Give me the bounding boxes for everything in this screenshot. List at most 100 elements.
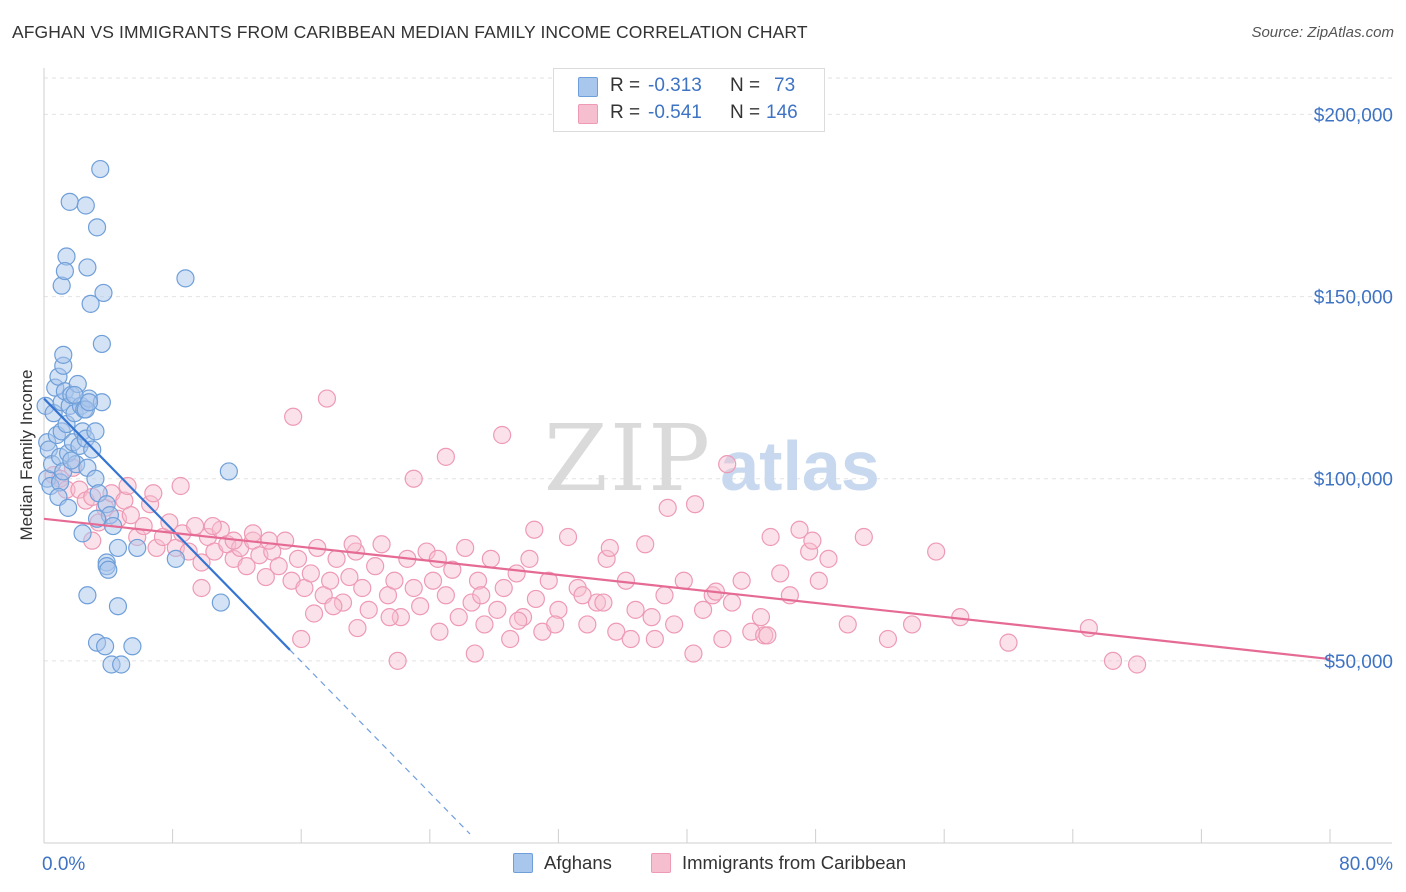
caribbean-point: [578, 615, 597, 634]
afghan-point: [108, 597, 128, 616]
caribbean-point: [436, 586, 455, 605]
caribbean-point: [761, 527, 780, 547]
caribbean-point: [526, 589, 545, 609]
legend-n-label: N =: [730, 75, 761, 96]
caribbean-point: [732, 571, 751, 590]
y-tick-labels: $50,000 $100,000 $150,000 $200,000: [1314, 105, 1393, 672]
afghan-point: [166, 549, 185, 568]
caribbean-point: [411, 597, 430, 616]
correlation-legend: R = -0.313 N = 73 R = -0.541 N = 146: [553, 68, 825, 132]
caribbean-point: [317, 389, 337, 408]
legend-swatch-afghans: [578, 77, 598, 97]
bottom-legend-label: Immigrants from Caribbean: [682, 852, 907, 873]
caribbean-point: [838, 615, 857, 634]
afghan-point: [55, 261, 74, 281]
caribbean-point: [507, 564, 526, 583]
legend-n-label: N =: [730, 102, 761, 123]
caribbean-point: [573, 586, 592, 605]
caribbean-point: [472, 586, 491, 605]
caribbean-point: [171, 476, 190, 496]
caribbean-point: [404, 469, 423, 488]
caribbean-point: [301, 564, 320, 583]
caribbean-point: [665, 615, 684, 634]
legend-n-value: 73: [774, 75, 796, 96]
afghan-point: [60, 192, 79, 211]
caribbean-point: [428, 549, 447, 568]
bottom-legend-label: Afghans: [544, 852, 612, 873]
afghan-point: [219, 462, 238, 481]
caribbean-point: [722, 593, 742, 612]
caribbean-point: [449, 608, 468, 627]
afghan-point: [65, 385, 84, 405]
caribbean-point: [203, 516, 222, 536]
caribbean-point: [684, 644, 703, 663]
afghan-point: [95, 637, 115, 656]
caribbean-point: [645, 629, 664, 649]
afghan-point: [176, 269, 195, 288]
caribbean-point: [304, 604, 324, 623]
caribbean-point: [343, 535, 362, 554]
caribbean-point: [121, 506, 140, 525]
caribbean-point: [372, 535, 391, 554]
caribbean-point: [256, 567, 275, 587]
y-tick-label: $50,000: [1324, 652, 1393, 673]
caribbean-point: [520, 549, 539, 568]
caribbean-point: [658, 498, 677, 517]
x-tick-label-min: 0.0%: [42, 854, 85, 875]
legend-r-label: R =: [610, 75, 641, 96]
caribbean-point: [809, 571, 828, 590]
caribbean-point: [462, 593, 481, 612]
caribbean-point: [348, 618, 367, 638]
caribbean-point: [456, 538, 475, 558]
caribbean-point: [600, 538, 619, 558]
caribbean-point: [790, 520, 809, 539]
caribbean-point: [144, 484, 163, 503]
caribbean-point: [685, 495, 705, 514]
caribbean-point: [140, 495, 160, 514]
caribbean-point: [713, 629, 732, 649]
caribbean-point: [607, 622, 626, 641]
caribbean-point: [288, 549, 308, 568]
caribbean-point: [927, 542, 946, 561]
caribbean-point: [118, 476, 137, 496]
watermark-atlas: atlas: [720, 427, 880, 505]
afghan-point: [91, 159, 110, 179]
afghan-point: [54, 345, 73, 364]
x-tick-labels: 0.0% 80.0%: [42, 854, 1393, 875]
legend-r-value: -0.541: [648, 102, 702, 123]
afghan-point: [211, 593, 230, 612]
caribbean-point: [509, 611, 528, 630]
caribbean-point: [751, 608, 771, 627]
caribbean-point: [594, 593, 613, 612]
caribbean-point: [878, 629, 898, 649]
caribbean-point: [488, 600, 507, 619]
caribbean-trend-line: [43, 517, 1331, 661]
caribbean-point: [597, 549, 616, 568]
legend-n-value: 146: [766, 102, 798, 123]
afghan-point: [112, 655, 131, 674]
trend-lines: [43, 397, 1331, 835]
caribbean-point: [468, 571, 488, 590]
afghan-point: [78, 586, 97, 605]
afghan-point: [128, 538, 147, 558]
caribbean-point: [192, 553, 211, 572]
caribbean-point: [353, 578, 372, 598]
afghan-point: [81, 294, 100, 313]
caribbean-point: [621, 629, 640, 649]
caribbean-point: [192, 578, 211, 598]
caribbean-point: [1103, 651, 1123, 670]
caribbean-point: [626, 600, 645, 619]
caribbean-point: [1127, 655, 1147, 674]
caribbean-point: [134, 516, 153, 536]
caribbean-point: [494, 578, 513, 598]
caribbean-point: [819, 549, 838, 568]
caribbean-point: [693, 600, 713, 619]
caribbean-point: [854, 527, 873, 547]
afghan-trend-extension: [289, 649, 471, 835]
chart-title: AFGHAN VS IMMIGRANTS FROM CARIBBEAN MEDI…: [12, 22, 808, 42]
watermark: ZIP atlas: [544, 405, 880, 512]
caribbean-point: [636, 535, 655, 554]
caribbean-point: [321, 571, 340, 590]
afghan-point: [123, 637, 142, 656]
caribbean-point: [758, 626, 777, 645]
